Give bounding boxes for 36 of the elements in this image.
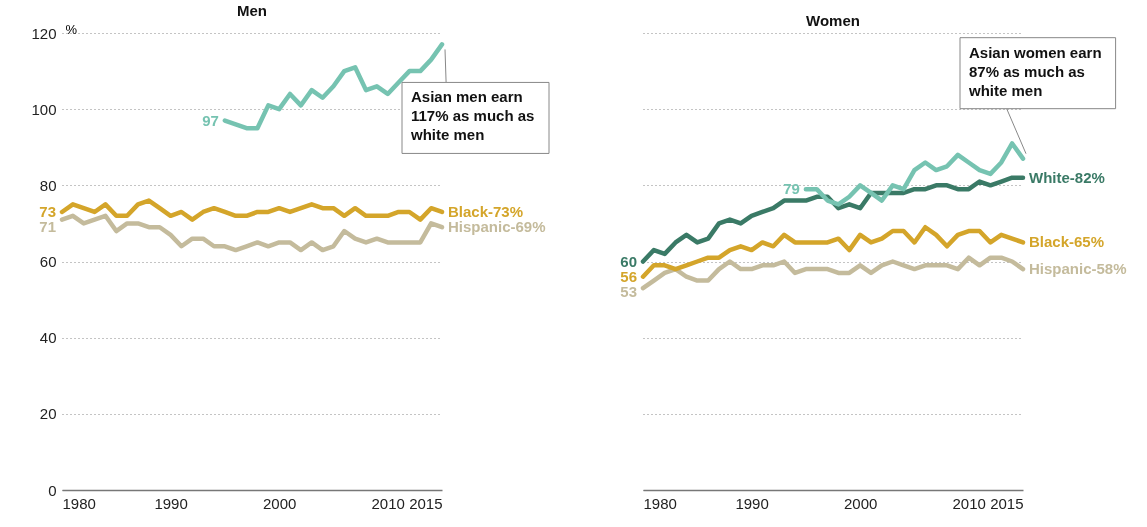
y-tick-label: 0	[48, 481, 57, 499]
x-tick-label: 2000	[843, 494, 878, 512]
data-label: 56	[620, 267, 637, 285]
y-tick-label: 40	[39, 329, 57, 347]
series-label: White-82%	[1029, 168, 1105, 186]
y-tick-label: 60	[39, 253, 57, 270]
series-label: Black-73%	[448, 202, 524, 220]
data-label: 73	[39, 202, 56, 220]
series-label: Black-65%	[1029, 233, 1105, 251]
y-tick-label: 20	[39, 405, 57, 423]
chart-title: Women	[806, 12, 860, 29]
data-label: 53	[620, 282, 637, 300]
data-label: 60	[620, 252, 637, 270]
annotation: Asian women earn 87% as much as white men	[968, 43, 1102, 99]
data-label: 79	[783, 180, 800, 198]
line-series	[59, 198, 445, 222]
y-tick-label: 100	[31, 100, 57, 118]
x-tick-label: 2010	[952, 494, 986, 512]
series-label: Hispanic-69%	[448, 218, 546, 236]
y-tick-label: 120	[31, 24, 57, 42]
data-label: 71	[39, 217, 56, 235]
x-tick-label: 1990	[735, 494, 769, 512]
x-tick-label: 1980	[62, 494, 96, 512]
series-label: Hispanic-58%	[1029, 260, 1127, 278]
chart-title: Men	[237, 2, 267, 19]
annotation: Asian men earn 117% as much as white men	[410, 88, 535, 144]
x-tick-label: 2015	[990, 494, 1024, 512]
y-axis-title: %	[65, 21, 78, 37]
x-tick-label: 2000	[262, 494, 297, 512]
data-label: 97	[202, 111, 219, 129]
x-tick-label: 2015	[409, 494, 443, 512]
line-series	[59, 213, 445, 253]
x-tick-label: 1990	[154, 494, 188, 512]
x-tick-label: 1980	[643, 494, 677, 512]
x-tick-label: 2010	[371, 494, 405, 512]
y-tick-label: 80	[39, 176, 57, 194]
